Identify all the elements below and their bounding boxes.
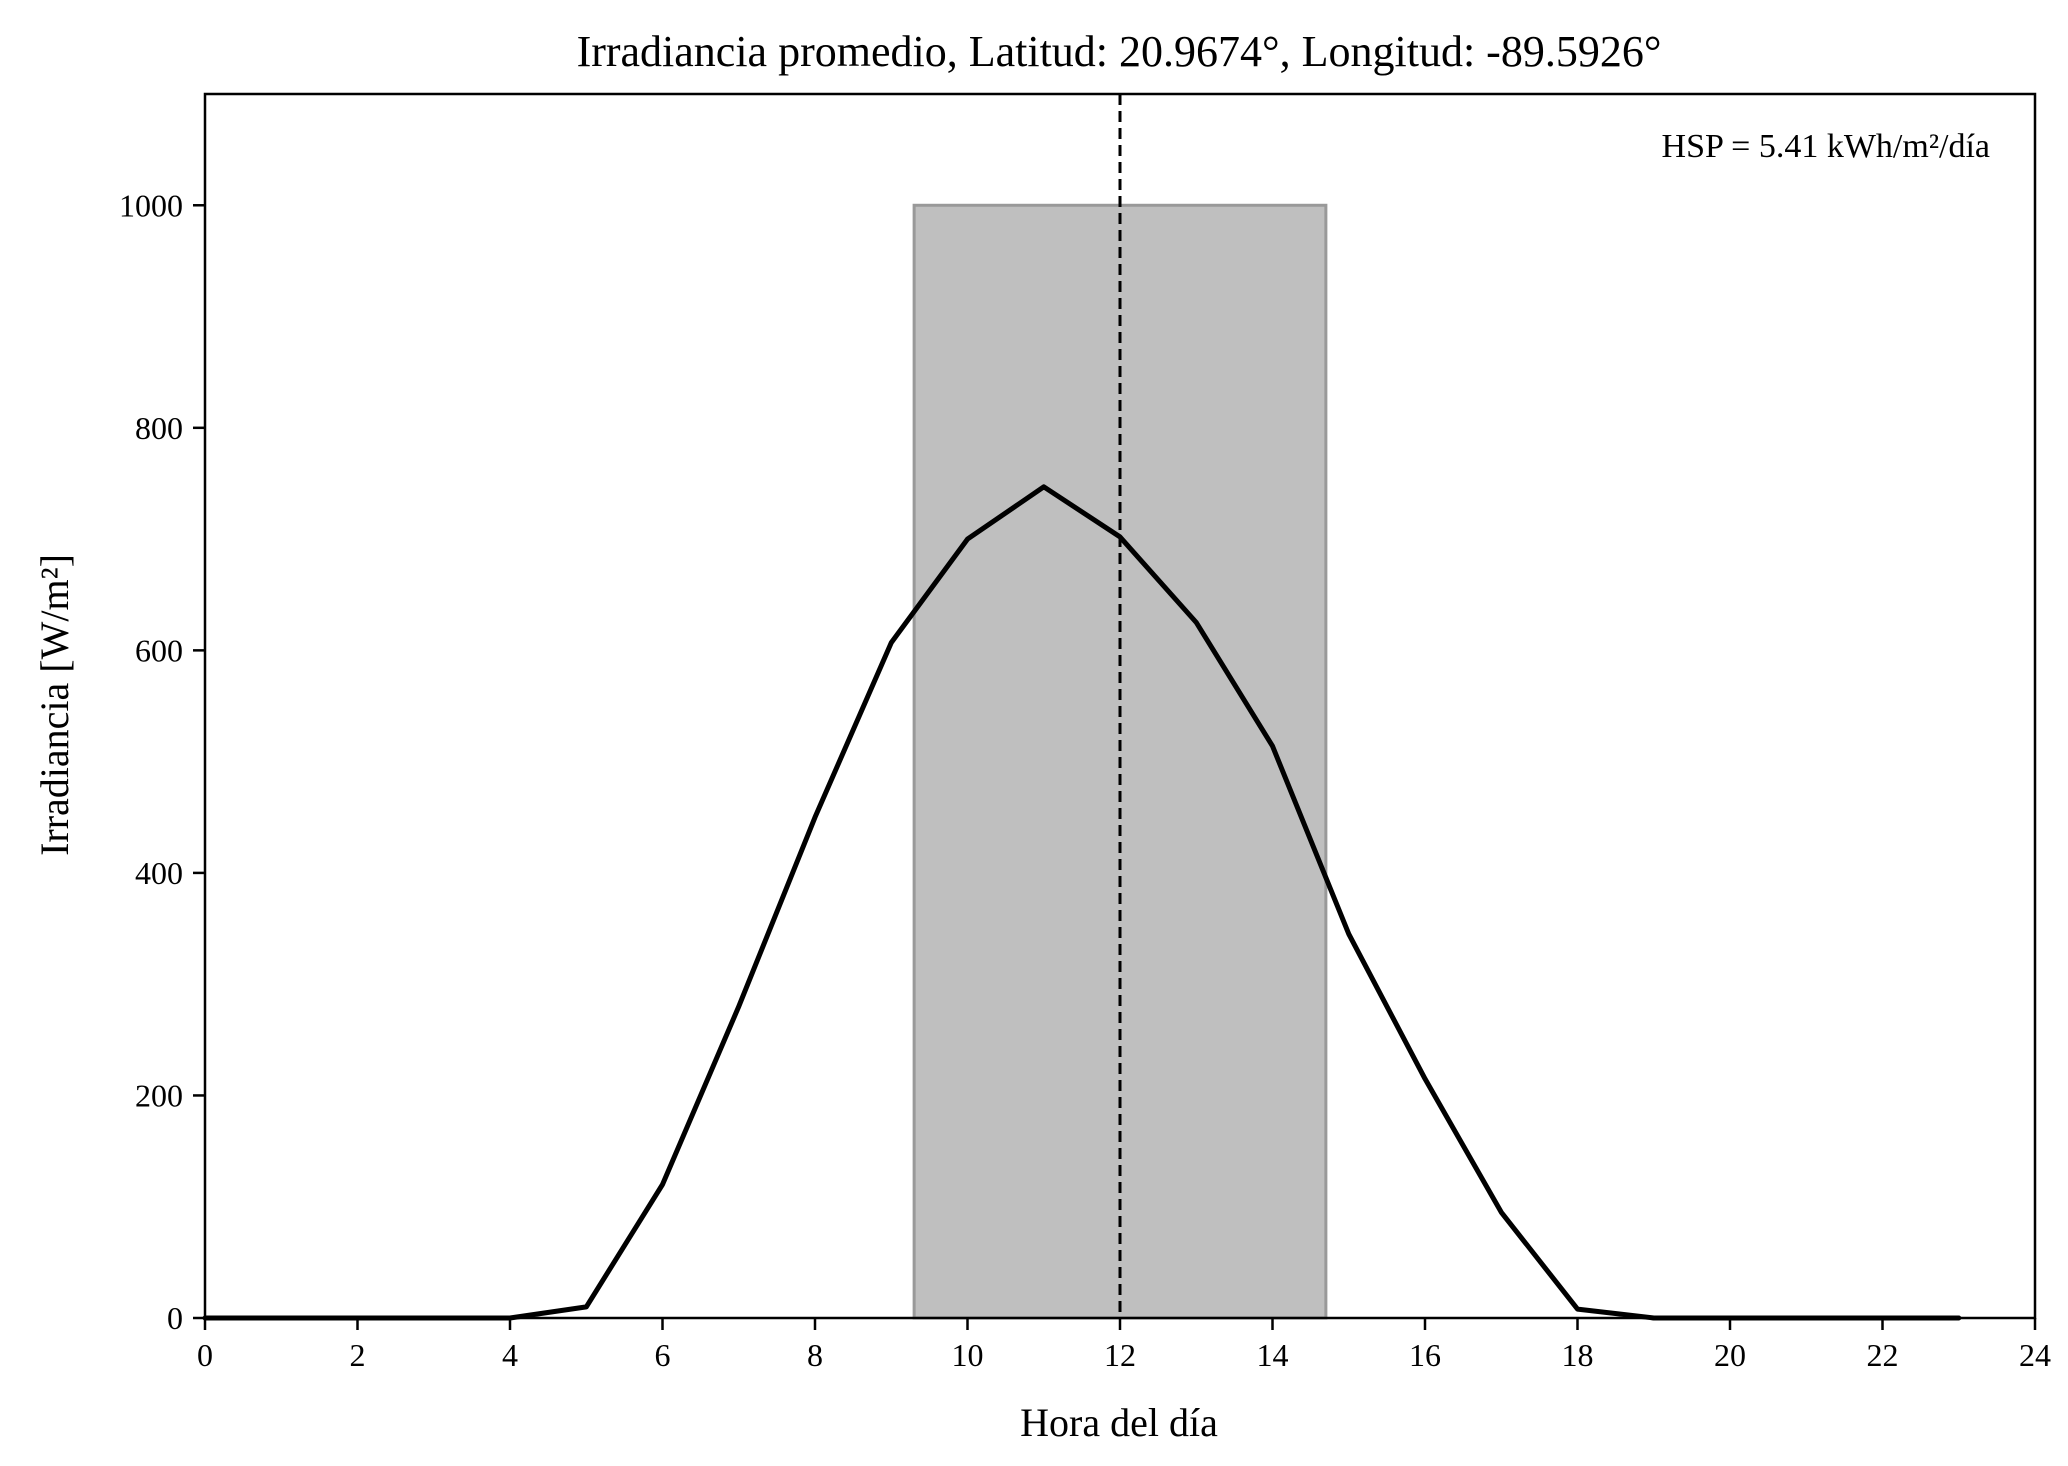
hsp-annotation: HSP = 5.41 kWh/m²/día	[1662, 128, 1990, 165]
y-tick-label: 800	[135, 410, 183, 446]
x-tick-label: 16	[1409, 1337, 1441, 1373]
x-tick-label: 4	[502, 1337, 518, 1373]
x-tick-label: 6	[655, 1337, 671, 1373]
x-tick-label: 24	[2019, 1337, 2051, 1373]
y-axis-label: Irradiancia [W/m²]	[32, 554, 77, 856]
x-tick-label: 22	[1867, 1337, 1899, 1373]
y-tick-label: 600	[135, 632, 183, 668]
x-tick-label: 14	[1257, 1337, 1289, 1373]
x-tick-label: 12	[1104, 1337, 1136, 1373]
x-axis-label: Hora del día	[1020, 1400, 1218, 1445]
y-tick-label: 400	[135, 855, 183, 891]
chart-title: Irradiancia promedio, Latitud: 20.9674°,…	[577, 27, 1662, 76]
y-tick-label: 0	[167, 1300, 183, 1336]
y-tick-label: 200	[135, 1077, 183, 1113]
x-tick-label: 2	[350, 1337, 366, 1373]
x-tick-label: 18	[1562, 1337, 1594, 1373]
x-tick-label: 20	[1714, 1337, 1746, 1373]
x-tick-label: 8	[807, 1337, 823, 1373]
y-tick-label: 1000	[119, 187, 183, 223]
x-tick-label: 0	[197, 1337, 213, 1373]
x-tick-label: 10	[952, 1337, 984, 1373]
